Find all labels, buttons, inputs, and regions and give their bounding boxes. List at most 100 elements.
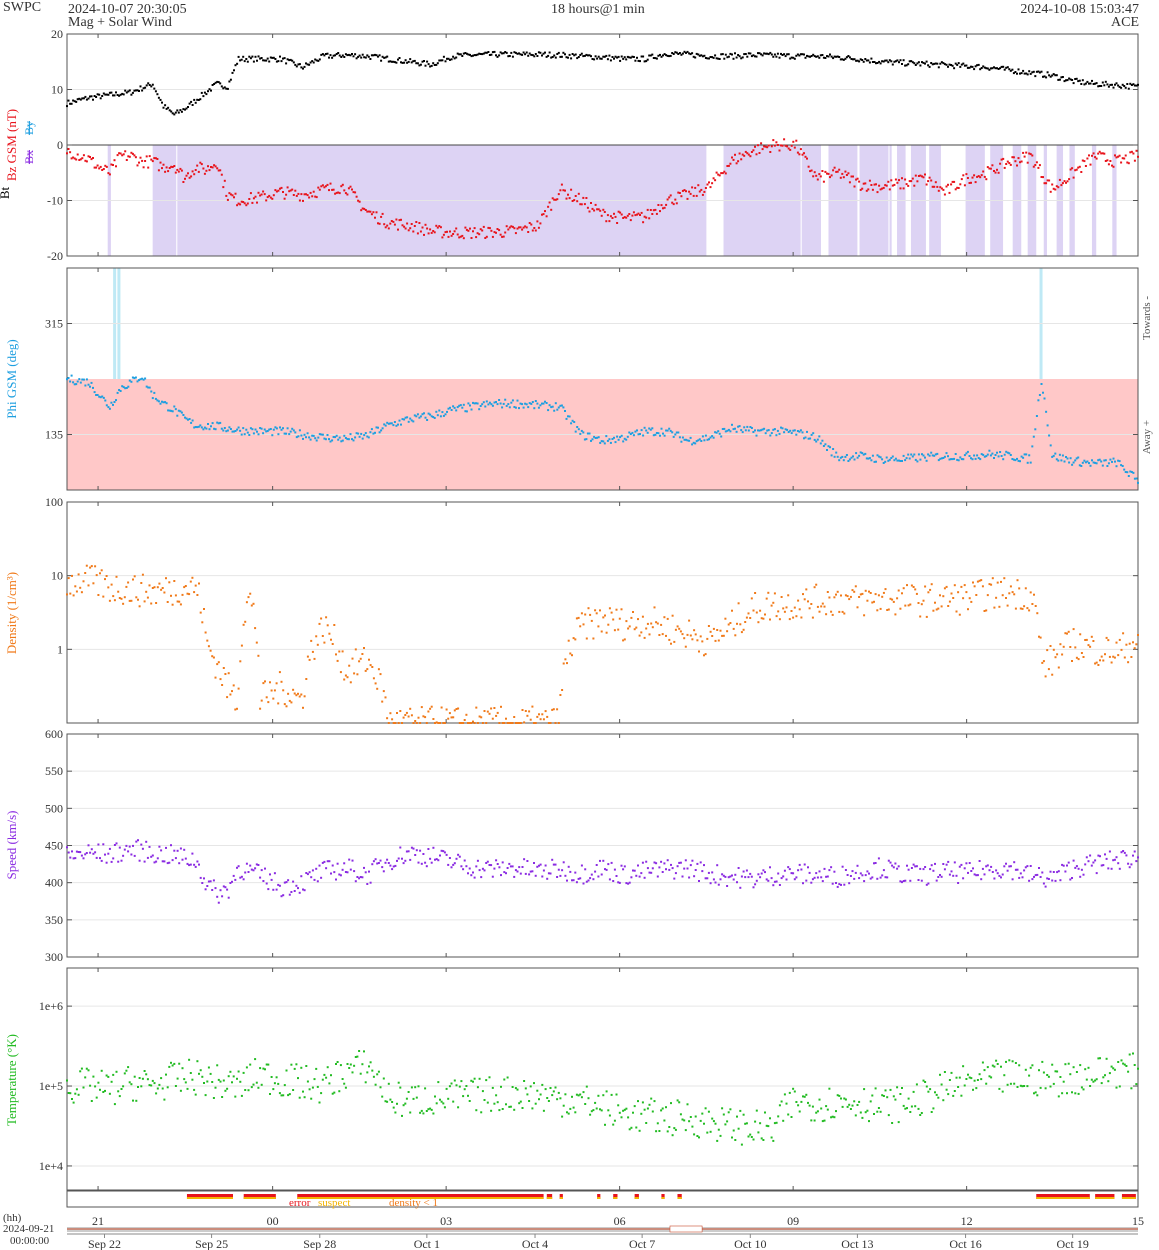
bz-series-point (582, 196, 585, 199)
density-series-point (453, 709, 456, 712)
phi-series-point (1124, 471, 1127, 473)
speed-series-point (666, 859, 669, 862)
phi-series-point (1086, 460, 1089, 463)
speed-series-point (150, 855, 153, 858)
temperature-series-point (970, 1077, 973, 1080)
density-series-point (975, 594, 978, 596)
speed-series-point (110, 860, 113, 863)
density-series-point (1028, 609, 1031, 612)
temperature-series-point (1122, 1062, 1125, 1065)
density-series-point (998, 605, 1001, 608)
speed-series-point (937, 876, 940, 878)
density-series-point (699, 635, 702, 638)
phi-series-point (939, 457, 942, 460)
bz-series-point (256, 201, 258, 204)
bz-series-point (413, 225, 416, 227)
temperature-series-point (336, 1061, 339, 1063)
bz-series-point (691, 186, 694, 189)
hh-label: (hh) (3, 1212, 22, 1224)
speed-series-point (523, 858, 526, 861)
density-series-point (85, 564, 88, 567)
density-series-point (77, 573, 80, 576)
temperature-series-point (259, 1067, 262, 1070)
bz-series-point (161, 167, 163, 170)
speed-series-point (991, 871, 994, 873)
speed-series-point (780, 877, 783, 880)
bz-series-point (225, 194, 228, 197)
speed-series-point (620, 864, 623, 867)
bt-series-point (185, 107, 188, 110)
phi-series-point (921, 453, 923, 456)
phi-series-point (609, 441, 612, 444)
temperature-series-point (790, 1116, 793, 1118)
bz-series-point (199, 161, 202, 164)
phi-series-point (957, 459, 960, 462)
bz-series (66, 138, 1139, 240)
bt-series-point (1054, 74, 1057, 77)
bt-series-point (930, 62, 933, 64)
phi-series-point (455, 409, 458, 412)
density-series-point (554, 722, 557, 724)
density-series-point (206, 639, 209, 642)
temperature-series-point (189, 1072, 192, 1074)
speed-series-point (161, 860, 164, 863)
temperature-series-point (460, 1080, 463, 1083)
bt-series-point (1137, 83, 1139, 86)
bt-series-point (70, 102, 73, 105)
bz-series-point (836, 170, 839, 173)
speed-series-point (585, 880, 588, 883)
density-series-point (645, 627, 648, 630)
bt-series-point (879, 62, 882, 65)
phi-series-point (545, 402, 548, 404)
speed-series-point (1125, 854, 1128, 857)
bz-series-point (747, 153, 750, 156)
bz-series-point (490, 229, 493, 232)
speed-series-point (295, 884, 298, 887)
bz-series-point (361, 207, 364, 210)
phi-series-point (993, 457, 995, 459)
bz-series-point (787, 147, 790, 150)
density-series-point (612, 618, 615, 621)
bz-series-point (505, 225, 508, 228)
bz-series-point (338, 192, 341, 195)
density-series-point (902, 587, 905, 590)
bz-series-point (885, 184, 888, 187)
temperature-series-point (386, 1100, 389, 1103)
speed-series-point (683, 867, 686, 870)
bt-series-point (1097, 85, 1100, 88)
bz-series-point (734, 153, 736, 156)
phi-series-point (268, 428, 271, 431)
speed-series-point (640, 872, 643, 875)
phi-series-point (904, 459, 907, 462)
temperature-series-point (749, 1133, 752, 1136)
bt-series-point (629, 56, 632, 59)
speed-series-point (361, 876, 364, 879)
bt-series-point (766, 52, 769, 55)
temperature-series-point (605, 1090, 608, 1093)
phi-series-point (1060, 459, 1063, 462)
temperature-series-point (130, 1083, 133, 1086)
density-series-point (882, 591, 885, 594)
phi-series-point (1081, 461, 1084, 464)
speed-y-tick-label: 600 (45, 727, 63, 741)
bt-series-point (228, 80, 231, 83)
bz-series-point (346, 193, 349, 196)
density-series-point (516, 722, 519, 724)
temperature-series-point (443, 1106, 446, 1109)
temperature-series-point (227, 1075, 230, 1078)
phi-series-point (465, 410, 468, 413)
bz-series-point (891, 184, 894, 187)
bt-series-point (490, 53, 493, 56)
temperature-series-point (673, 1127, 676, 1130)
speed-series-point (551, 858, 554, 861)
temperature-series-point (430, 1108, 433, 1111)
bt-series-point (173, 113, 176, 116)
bt-series-point (577, 56, 580, 58)
bz-series-point (697, 184, 700, 187)
phi-series-point (472, 401, 474, 404)
speed-series-point (198, 863, 200, 866)
density-series-point (222, 667, 225, 669)
phi-series-point (989, 454, 992, 457)
temperature-series-point (868, 1120, 870, 1123)
phi-series-point (596, 436, 599, 439)
